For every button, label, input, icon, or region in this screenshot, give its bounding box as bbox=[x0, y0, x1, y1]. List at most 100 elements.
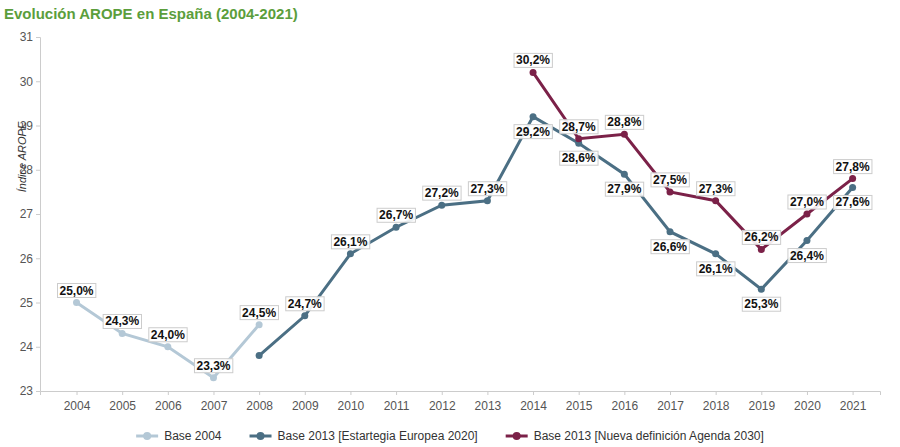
x-tick-mark bbox=[77, 391, 78, 395]
series-point bbox=[530, 69, 537, 76]
data-label-box bbox=[788, 195, 826, 209]
data-label: 24,0% bbox=[149, 328, 187, 342]
data-label-box bbox=[103, 314, 141, 328]
data-label: 26,2% bbox=[742, 230, 780, 244]
data-label: 26,6% bbox=[651, 240, 689, 254]
data-label: 30,2% bbox=[514, 53, 552, 67]
x-tick-label: 2008 bbox=[246, 399, 273, 413]
legend-marker bbox=[257, 432, 265, 440]
x-tick: 2020 bbox=[794, 391, 821, 413]
data-label-text: 27,0% bbox=[790, 195, 824, 209]
data-label-box bbox=[194, 359, 232, 373]
data-label: 27,3% bbox=[697, 182, 735, 196]
data-label-box bbox=[788, 249, 826, 263]
series-line bbox=[77, 303, 260, 378]
y-tick-label: 30 bbox=[20, 75, 34, 89]
x-tick-label: 2015 bbox=[566, 399, 593, 413]
x-tick: 2016 bbox=[611, 391, 638, 413]
data-label-box bbox=[423, 186, 461, 200]
data-label-text: 27,2% bbox=[425, 186, 459, 200]
x-tick-label: 2019 bbox=[748, 399, 775, 413]
series-point bbox=[438, 202, 445, 209]
x-tick-label: 2014 bbox=[520, 399, 547, 413]
data-label-text: 28,6% bbox=[562, 151, 596, 165]
x-tick-label: 2017 bbox=[657, 399, 684, 413]
y-tick-label: 23 bbox=[20, 384, 34, 398]
x-tick-mark bbox=[807, 391, 808, 395]
x-tick-mark bbox=[624, 391, 625, 395]
data-label-box bbox=[651, 240, 689, 254]
series-point bbox=[849, 175, 856, 182]
data-label-text: 26,1% bbox=[699, 262, 733, 276]
data-label-box bbox=[377, 208, 415, 222]
x-tick-mark bbox=[213, 391, 214, 395]
data-labels: 25,0%24,3%24,0%23,3%24,5%24,7%26,1%26,7%… bbox=[58, 53, 872, 372]
x-tick-label: 2007 bbox=[201, 399, 228, 413]
data-label-text: 26,2% bbox=[744, 230, 778, 244]
y-tick-mark bbox=[36, 258, 40, 259]
data-label-text: 29,2% bbox=[516, 125, 550, 139]
x-tick-mark bbox=[853, 391, 854, 395]
y-tick-mark bbox=[36, 170, 40, 171]
data-label-text: 24,7% bbox=[288, 297, 322, 311]
series-point bbox=[484, 197, 491, 204]
x-tick: 2005 bbox=[109, 391, 136, 413]
data-label-box bbox=[560, 120, 598, 134]
x-tick-mark bbox=[716, 391, 717, 395]
chart: Evolución AROPE en España (2004-2021) 23 2… bbox=[0, 0, 900, 447]
y-axis: 232425262728293031 bbox=[20, 30, 41, 398]
data-label-box bbox=[742, 297, 780, 311]
y-tick-label: 27 bbox=[20, 207, 34, 221]
data-label-text: 26,7% bbox=[379, 208, 413, 222]
legend-label: Base 2004 bbox=[164, 429, 222, 443]
y-tick-label: 31 bbox=[20, 30, 34, 44]
data-label-text: 27,3% bbox=[470, 182, 504, 196]
x-tick: 2011 bbox=[384, 391, 410, 413]
data-label: 28,8% bbox=[605, 115, 643, 129]
x-tick: 2004 bbox=[64, 391, 91, 413]
data-label-box bbox=[286, 297, 324, 311]
data-label-box bbox=[240, 306, 278, 320]
data-label-text: 27,6% bbox=[836, 195, 870, 209]
series-point bbox=[667, 228, 674, 235]
data-label: 24,5% bbox=[240, 306, 278, 320]
data-label: 27,2% bbox=[423, 186, 461, 200]
y-tick-mark bbox=[36, 37, 40, 38]
x-tick-mark bbox=[442, 391, 443, 395]
data-label-box bbox=[58, 284, 96, 298]
series-line bbox=[259, 117, 852, 356]
data-label-text: 28,7% bbox=[562, 120, 596, 134]
data-label: 26,4% bbox=[788, 249, 826, 263]
x-tick-label: 2013 bbox=[475, 399, 502, 413]
x-tick-mark bbox=[761, 391, 762, 395]
series-point bbox=[712, 197, 719, 204]
x-tick-label: 2004 bbox=[64, 399, 91, 413]
x-tick-mark bbox=[259, 391, 260, 395]
series-point bbox=[758, 246, 765, 253]
data-label-text: 23,3% bbox=[196, 359, 230, 373]
series-point bbox=[849, 184, 856, 191]
y-axis-title: Índice AROPE bbox=[16, 121, 28, 192]
legend-label: Base 2013 [Nueva definición Agenda 2030] bbox=[534, 429, 764, 443]
data-label: 27,3% bbox=[468, 182, 506, 196]
series-point bbox=[73, 299, 80, 306]
series-point bbox=[621, 131, 628, 138]
data-label-box bbox=[149, 328, 187, 342]
data-label-box bbox=[514, 53, 552, 67]
x-tick: 2014 bbox=[520, 391, 547, 413]
x-tick-mark bbox=[396, 391, 397, 395]
data-label-box bbox=[742, 230, 780, 244]
x-tick-label: 2006 bbox=[155, 399, 182, 413]
x-tick: 2009 bbox=[292, 391, 319, 413]
data-label: 23,3% bbox=[194, 359, 232, 373]
x-tick-mark bbox=[579, 391, 580, 395]
x-tick-mark bbox=[487, 391, 488, 395]
data-label: 24,3% bbox=[103, 314, 141, 328]
title: Evolución AROPE en España (2004-2021) bbox=[4, 5, 298, 22]
series-point bbox=[530, 113, 537, 120]
x-tick: 2008 bbox=[246, 391, 273, 413]
x-tick-label: 2010 bbox=[338, 399, 365, 413]
data-label-text: 26,6% bbox=[653, 240, 687, 254]
series-point bbox=[164, 343, 171, 350]
data-label-box bbox=[468, 182, 506, 196]
